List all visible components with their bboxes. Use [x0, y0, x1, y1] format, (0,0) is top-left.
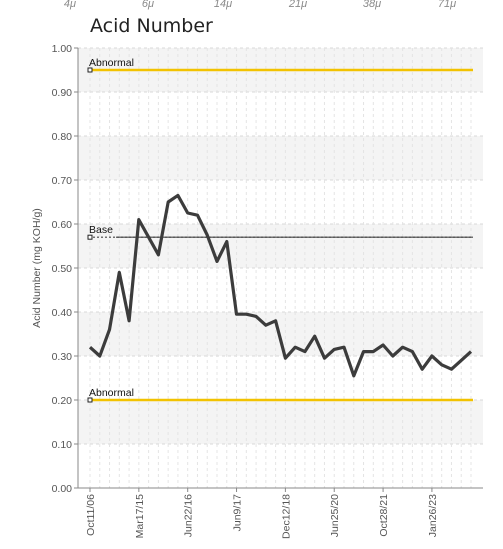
x-tick-label: Jan26/23	[427, 494, 439, 537]
top-scale-label: 38μ	[362, 0, 382, 10]
top-scale-label: 21μ	[288, 0, 308, 10]
reference-marker	[87, 67, 93, 73]
x-tick-label: Oct11/06	[85, 494, 97, 536]
acid-number-line	[88, 193, 473, 378]
y-axis-label: Acid Number (mg KOH/g)	[31, 208, 43, 328]
reference-marker	[87, 397, 93, 403]
reference-label: Abnormal	[89, 387, 134, 399]
x-tick-label: Dec12/18	[280, 494, 292, 539]
reference-label: Abnormal	[89, 57, 134, 69]
grid-band	[78, 400, 483, 444]
y-tick-label: 0.70	[52, 175, 73, 187]
y-tick-label: 0.50	[52, 263, 73, 275]
chart-title: Acid Number	[90, 15, 213, 37]
top-scale-label: 4μ	[63, 0, 77, 10]
y-tick-label: 0.90	[52, 87, 73, 99]
reference-label: Base	[89, 224, 113, 236]
x-tick-label: Oct28/21	[378, 494, 390, 537]
x-tick-label: Mar17/15	[134, 494, 146, 539]
y-tick-label: 0.10	[52, 439, 73, 451]
x-tick-label: Jun9/17	[232, 494, 244, 532]
y-tick-label: 0.20	[52, 395, 73, 407]
y-tick-label: 0.30	[52, 351, 73, 363]
y-tick-label: 0.80	[52, 131, 73, 143]
grid-band	[78, 136, 483, 180]
y-tick-label: 0.60	[52, 219, 73, 231]
top-scale-label: 71μ	[437, 0, 457, 10]
y-tick-label: 1.00	[52, 43, 73, 55]
top-scale-label: 6μ	[141, 0, 155, 10]
top-scale-label: 14μ	[213, 0, 233, 10]
reference-marker	[87, 234, 93, 240]
x-tick-label: Jun22/16	[183, 494, 195, 537]
x-tick-label: Jun25/20	[329, 494, 341, 537]
y-tick-label: 0.00	[52, 483, 73, 495]
top-scale-row: 4μ 6μ 14μ 21μ 38μ 71μ	[0, 0, 503, 14]
y-tick-label: 0.40	[52, 307, 73, 319]
